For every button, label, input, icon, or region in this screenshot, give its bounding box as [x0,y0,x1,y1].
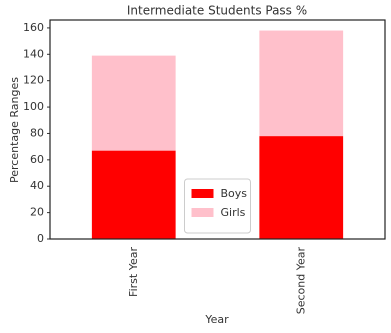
y-tick-label: 20 [30,206,44,219]
legend-label: Boys [221,187,248,200]
x-axis-label: Year [204,313,229,326]
y-axis-label: Percentage Ranges [8,77,21,183]
y-tick-label: 40 [30,179,44,192]
y-tick-label: 100 [23,100,44,113]
legend-swatch [191,189,214,198]
y-tick-label: 140 [23,47,44,60]
y-tick-label: 80 [30,126,44,139]
bar-segment [259,30,344,137]
y-tick-label: 160 [23,21,44,34]
bar-segment [259,136,344,239]
bar-segment [91,150,176,239]
chart-title: Intermediate Students Pass % [127,4,307,18]
x-tick-label: First Year [127,247,140,297]
legend-swatch [191,208,214,217]
y-tick-label: 120 [23,74,44,87]
legend-label: Girls [221,206,246,219]
x-tick-label: Second Year [294,247,307,315]
bar-segment [91,55,176,151]
y-tick-label: 60 [30,153,44,166]
plot-frame [49,19,386,240]
y-tick-label: 0 [37,232,44,245]
